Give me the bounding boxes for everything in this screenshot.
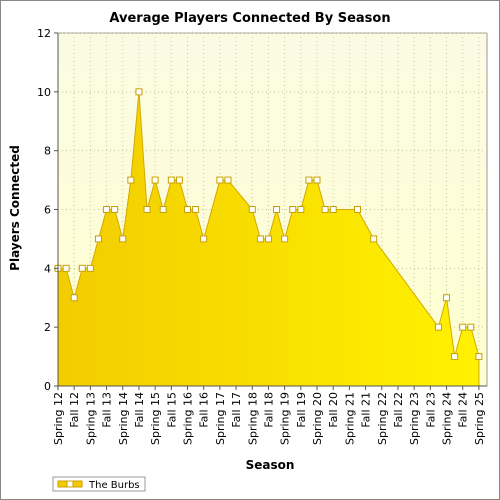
data-point	[256, 235, 264, 243]
x-tick-label: Spring 15	[149, 392, 162, 445]
legend-marker	[66, 480, 74, 488]
y-tick-label: 0	[44, 380, 51, 393]
x-tick-label: Spring 12	[52, 392, 65, 445]
x-tick-label: Fall 22	[392, 392, 405, 428]
x-tick-label: Spring 18	[246, 392, 259, 445]
x-tick-label: Spring 22	[376, 392, 389, 445]
legend: The Burbs	[52, 476, 146, 492]
data-point	[78, 264, 86, 272]
x-tick-label: Fall 24	[457, 392, 470, 428]
x-tick-label: Fall 13	[101, 392, 114, 428]
x-tick-labels: Spring 12 Fall 12 Spring 13 Fall 13 Spring 1…	[52, 392, 486, 445]
x-tick-label: Fall 17	[230, 392, 243, 428]
x-tick-label: Spring 17	[214, 392, 227, 445]
data-point	[86, 264, 94, 272]
data-point	[434, 323, 442, 331]
data-point	[353, 206, 361, 213]
data-point	[119, 235, 127, 243]
data-point	[313, 176, 321, 184]
x-tick-label: Spring 23	[408, 392, 421, 445]
marker-layer	[54, 88, 483, 361]
legend-label: The Burbs	[88, 480, 140, 491]
x-tick-label: Spring 13	[84, 392, 97, 445]
y-tick-label: 6	[44, 204, 51, 217]
data-point	[289, 206, 297, 213]
y-tick-label: 10	[37, 86, 51, 99]
data-point	[103, 206, 111, 213]
data-point	[224, 176, 232, 184]
data-point	[135, 88, 143, 96]
data-point	[111, 206, 119, 213]
data-point	[70, 294, 78, 302]
data-point	[305, 176, 313, 184]
data-point	[175, 176, 183, 184]
y-tick-labels: 0 2 4 6 8 10 12	[37, 27, 51, 393]
x-tick-label: Fall 14	[133, 392, 146, 428]
data-point	[216, 176, 224, 184]
data-point	[329, 206, 337, 213]
y-tick-label: 2	[44, 321, 51, 334]
x-tick-label: Fall 20	[327, 392, 340, 428]
x-tick-label: Fall 16	[198, 392, 211, 428]
x-tick-label: Spring 21	[343, 392, 356, 445]
data-point	[143, 206, 151, 213]
data-point	[192, 206, 200, 213]
x-tick-label: Fall 23	[424, 392, 437, 428]
data-point	[459, 323, 467, 331]
data-point	[451, 353, 459, 361]
data-point	[200, 235, 208, 243]
data-point	[475, 353, 483, 361]
x-tick-label: Spring 20	[311, 392, 324, 445]
data-point	[151, 176, 159, 184]
data-point	[321, 206, 329, 213]
axes	[54, 32, 487, 390]
data-point	[370, 235, 378, 243]
x-tick-label: Spring 25	[473, 392, 486, 445]
data-point	[127, 176, 135, 184]
y-tick-label: 12	[37, 27, 51, 40]
data-point	[184, 206, 192, 213]
data-point	[273, 206, 281, 213]
data-point	[248, 206, 256, 213]
data-point	[467, 323, 475, 331]
y-tick-label: 8	[44, 145, 51, 158]
x-tick-label: Spring 19	[279, 392, 292, 445]
y-tick-label: 4	[44, 262, 51, 275]
data-point	[264, 235, 272, 243]
data-point	[94, 235, 102, 243]
x-tick-label: Fall 18	[262, 392, 275, 428]
x-tick-label: Fall 19	[295, 392, 308, 428]
x-tick-label: Fall 21	[360, 392, 373, 428]
x-tick-label: Fall 12	[68, 392, 81, 428]
data-point	[167, 176, 175, 184]
x-tick-label: Spring 14	[117, 392, 130, 445]
chart-title: Average Players Connected By Season	[109, 11, 390, 26]
data-point	[281, 235, 289, 243]
data-point	[297, 206, 305, 213]
x-axis-title: Season	[246, 458, 295, 472]
x-tick-label: Fall 15	[165, 392, 178, 428]
data-point	[62, 264, 70, 272]
x-tick-label: Spring 16	[182, 392, 195, 445]
data-point	[159, 206, 167, 213]
data-point	[443, 294, 451, 302]
y-axis-title: Players Connected	[8, 145, 22, 271]
x-tick-label: Spring 24	[441, 392, 454, 445]
